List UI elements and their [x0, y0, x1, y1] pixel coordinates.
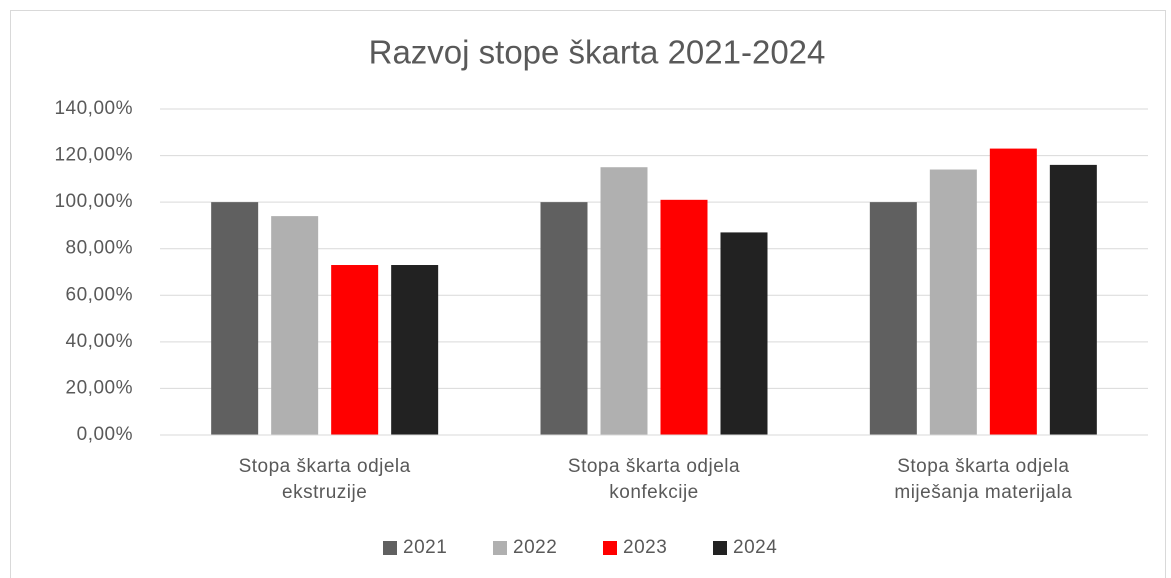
bar: [211, 202, 259, 435]
bar: [720, 232, 768, 435]
chart-frame: [10, 10, 1166, 578]
y-tick-label: 140,00%: [54, 98, 133, 119]
y-tick-label: 100,00%: [54, 191, 133, 212]
legend-label: 2022: [513, 537, 557, 558]
y-tick-label: 120,00%: [54, 145, 133, 166]
y-tick-label: 60,00%: [66, 284, 133, 305]
bar: [989, 148, 1037, 436]
legend-swatch: [383, 541, 397, 555]
bar: [660, 199, 708, 435]
y-tick-label: 80,00%: [66, 238, 133, 259]
legend-label: 2024: [733, 537, 777, 558]
y-tick-label: 40,00%: [66, 331, 133, 352]
bar: [331, 265, 379, 435]
legend-swatch: [603, 541, 617, 555]
bar: [929, 169, 977, 436]
legend-swatch: [713, 541, 727, 555]
x-tick-label: Stopa škarta odjela miješanja materijala: [894, 456, 1073, 503]
bar: [271, 216, 319, 435]
y-tick-label: 20,00%: [66, 377, 133, 398]
legend-swatch: [493, 541, 507, 555]
x-tick-label: Stopa škarta odjela ekstruzije: [238, 456, 411, 503]
chart-title: Razvoj stope škarta 2021-2024: [369, 34, 826, 71]
bar: [600, 167, 648, 435]
x-tick-label: Stopa škarta odjela konfekcije: [567, 456, 741, 503]
legend-label: 2021: [403, 537, 447, 558]
bar: [391, 265, 439, 435]
y-tick-label: 0,00%: [77, 424, 133, 445]
bar: [1049, 164, 1097, 435]
bar: [869, 202, 917, 435]
legend-label: 2023: [623, 537, 667, 558]
bar: [540, 202, 588, 435]
